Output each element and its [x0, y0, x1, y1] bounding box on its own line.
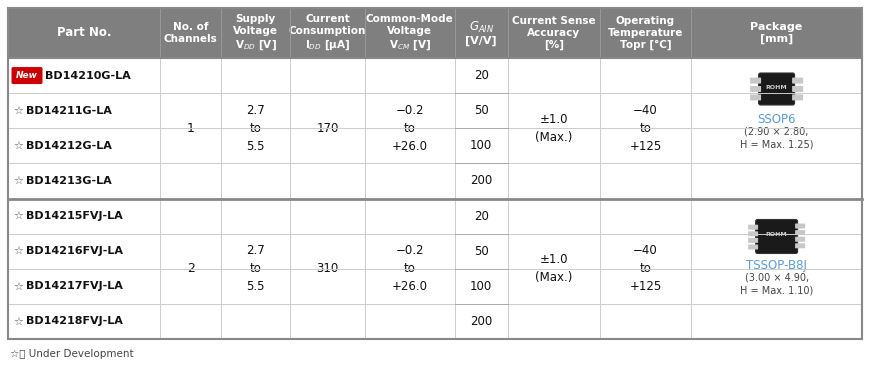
FancyBboxPatch shape — [749, 86, 760, 92]
Text: 100: 100 — [469, 139, 492, 152]
FancyBboxPatch shape — [749, 95, 760, 100]
Text: BD14215FVJ-LA: BD14215FVJ-LA — [26, 211, 123, 221]
Text: BD14217FVJ-LA: BD14217FVJ-LA — [26, 281, 123, 291]
FancyBboxPatch shape — [791, 95, 802, 100]
Text: 200: 200 — [469, 315, 492, 328]
Bar — [8, 128, 861, 164]
Text: −0.2
to
+26.0: −0.2 to +26.0 — [391, 244, 428, 293]
Text: (2.90 × 2.80,
H = Max. 1.25): (2.90 × 2.80, H = Max. 1.25) — [739, 127, 813, 150]
Text: 50: 50 — [474, 104, 488, 117]
FancyBboxPatch shape — [758, 73, 793, 105]
Text: BD14211G-LA: BD14211G-LA — [26, 106, 112, 116]
Text: No. of
Channels: No. of Channels — [163, 22, 217, 44]
Text: ☆： Under Development: ☆： Under Development — [10, 349, 134, 359]
Bar — [8, 234, 861, 269]
Text: ☆: ☆ — [13, 211, 23, 221]
FancyBboxPatch shape — [747, 245, 757, 250]
Text: ☆: ☆ — [13, 281, 23, 291]
Text: −40
to
+125: −40 to +125 — [628, 104, 661, 153]
Text: ☆: ☆ — [13, 246, 23, 256]
Text: Package
[mm]: Package [mm] — [750, 22, 802, 44]
Text: 2: 2 — [187, 262, 195, 275]
Bar — [8, 93, 861, 128]
Text: ROHM: ROHM — [765, 233, 786, 238]
Text: TSSOP-B8J: TSSOP-B8J — [746, 258, 806, 272]
Text: BD14213G-LA: BD14213G-LA — [26, 176, 111, 186]
Text: BD14212G-LA: BD14212G-LA — [26, 141, 112, 151]
Text: BD14210G-LA: BD14210G-LA — [45, 70, 130, 81]
Text: ROHM: ROHM — [765, 85, 786, 90]
Text: ☆: ☆ — [13, 176, 23, 186]
Text: New: New — [16, 71, 38, 80]
Text: 310: 310 — [316, 262, 338, 275]
Bar — [8, 164, 861, 199]
Text: ±1.0
(Max.): ±1.0 (Max.) — [534, 253, 572, 284]
FancyBboxPatch shape — [749, 78, 760, 84]
Text: −0.2
to
+26.0: −0.2 to +26.0 — [391, 104, 428, 153]
Text: 20: 20 — [473, 69, 488, 82]
Text: Current Sense
Accuracy
[%]: Current Sense Accuracy [%] — [511, 16, 595, 50]
Text: 2.7
to
5.5: 2.7 to 5.5 — [246, 244, 265, 293]
Text: Current
Consumption
I$_{DD}$ [μA]: Current Consumption I$_{DD}$ [μA] — [289, 14, 366, 52]
Text: (3.00 × 4.90,
H = Max. 1.10): (3.00 × 4.90, H = Max. 1.10) — [740, 273, 813, 295]
Text: ±1.0
(Max.): ±1.0 (Max.) — [534, 113, 572, 144]
Text: Part No.: Part No. — [56, 27, 111, 39]
FancyBboxPatch shape — [794, 223, 804, 228]
Text: SSOP6: SSOP6 — [757, 113, 795, 126]
FancyBboxPatch shape — [794, 230, 804, 235]
Text: BD14216FVJ-LA: BD14216FVJ-LA — [26, 246, 123, 256]
Text: BD14218FVJ-LA: BD14218FVJ-LA — [26, 316, 123, 326]
Text: 1: 1 — [187, 122, 195, 135]
Text: −40
to
+125: −40 to +125 — [628, 244, 661, 293]
Text: 20: 20 — [473, 210, 488, 223]
Text: [V/V]: [V/V] — [465, 36, 496, 46]
Text: 200: 200 — [469, 174, 492, 188]
FancyBboxPatch shape — [791, 78, 802, 84]
Bar — [8, 58, 861, 93]
Bar — [8, 199, 861, 234]
Text: ☆: ☆ — [13, 106, 23, 116]
FancyBboxPatch shape — [11, 67, 43, 84]
Text: Operating
Temperature
Topr [°C]: Operating Temperature Topr [°C] — [607, 16, 682, 50]
FancyBboxPatch shape — [747, 225, 757, 230]
FancyBboxPatch shape — [747, 231, 757, 236]
Text: 100: 100 — [469, 280, 492, 293]
FancyBboxPatch shape — [794, 243, 804, 248]
Text: ☆: ☆ — [13, 141, 23, 151]
Text: $G_{AIN}$: $G_{AIN}$ — [468, 19, 493, 35]
Text: Supply
Voltage
V$_{DD}$ [V]: Supply Voltage V$_{DD}$ [V] — [233, 14, 278, 52]
Text: 50: 50 — [474, 245, 488, 258]
Bar — [8, 269, 861, 304]
Text: 2.7
to
5.5: 2.7 to 5.5 — [246, 104, 265, 153]
FancyBboxPatch shape — [755, 219, 797, 254]
FancyBboxPatch shape — [794, 237, 804, 242]
Bar — [8, 304, 861, 339]
Text: Common-Mode
Voltage
V$_{CM}$ [V]: Common-Mode Voltage V$_{CM}$ [V] — [366, 14, 453, 52]
Text: 170: 170 — [315, 122, 338, 135]
Text: ☆: ☆ — [13, 316, 23, 326]
FancyBboxPatch shape — [791, 86, 802, 92]
Bar — [8, 8, 861, 58]
FancyBboxPatch shape — [747, 238, 757, 243]
